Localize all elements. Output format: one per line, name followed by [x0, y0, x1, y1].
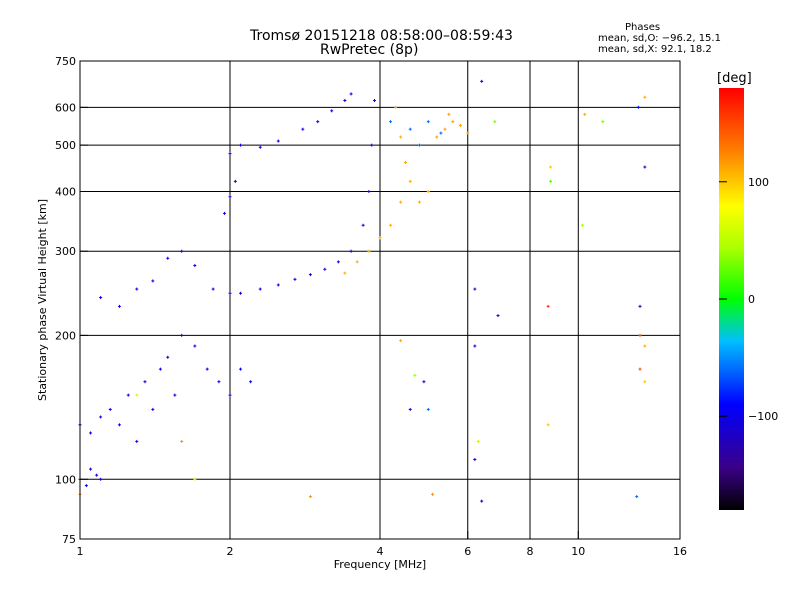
- y-tick-label: 500: [55, 139, 76, 152]
- data-points: [78, 79, 647, 503]
- x-axis: 1 2 4 6 8 10 16: [77, 531, 687, 558]
- x-tick-label: 8: [527, 545, 534, 558]
- x-tick-label: 4: [377, 545, 384, 558]
- chart-title-line2: RwPretec (8p): [320, 42, 419, 58]
- colorbar-ticks: 100 0 −100: [719, 176, 778, 423]
- x-tick-label: 16: [673, 545, 687, 558]
- x-tick-label: 10: [571, 545, 585, 558]
- y-tick-label: 100: [55, 473, 76, 486]
- y-tick-label: 200: [55, 329, 76, 342]
- y-axis: 75 100 200 300 400 500 600 750: [55, 55, 88, 546]
- y-tick-label: 400: [55, 185, 76, 198]
- colorbar-tick-label: 100: [748, 176, 769, 189]
- x-tick-label: 2: [227, 545, 234, 558]
- colorbar-tick-label: −100: [748, 410, 778, 423]
- x-axis-label: Frequency [MHz]: [334, 558, 426, 571]
- y-axis-label: Stationary phase Virtual Height [km]: [36, 199, 49, 401]
- y-tick-label: 600: [55, 101, 76, 114]
- colorbar-tick-label: 0: [748, 293, 755, 306]
- phases-stats-o: mean, sd,O: −96.2, 15.1: [598, 33, 721, 44]
- y-tick-label: 75: [62, 533, 76, 546]
- grid-layer: [80, 61, 680, 539]
- phases-stats-x: mean, sd,X: 92.1, 18.2: [598, 44, 712, 55]
- x-tick-label: 1: [77, 545, 84, 558]
- chart-title-line1: Tromsø 20151218 08:58:00–08:59:43: [250, 28, 513, 44]
- phases-heading: Phases: [625, 22, 661, 33]
- y-tick-label: 300: [55, 245, 76, 258]
- x-tick-label: 6: [464, 545, 471, 558]
- colorbar-unit: [deg]: [717, 71, 752, 86]
- y-tick-label: 750: [55, 55, 76, 68]
